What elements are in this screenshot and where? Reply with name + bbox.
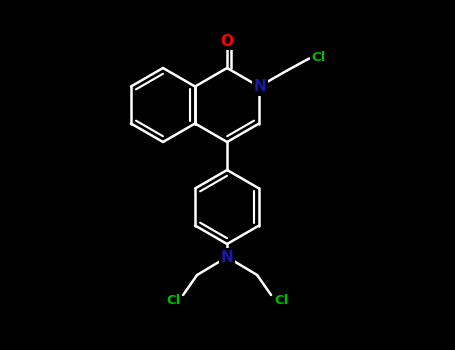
Text: O: O bbox=[221, 34, 233, 49]
Text: Cl: Cl bbox=[166, 294, 180, 308]
Text: Cl: Cl bbox=[274, 294, 288, 308]
Text: N: N bbox=[254, 79, 267, 94]
Text: Cl: Cl bbox=[311, 51, 325, 64]
Text: N: N bbox=[221, 250, 233, 265]
